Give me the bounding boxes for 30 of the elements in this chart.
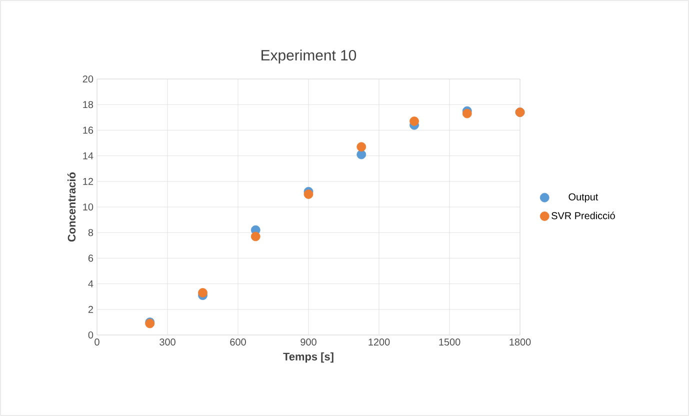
legend-label: SVR Predicció [552,212,615,220]
y-tick-label: 18 [83,101,94,108]
point [356,142,366,152]
x-tick-label: 1500 [439,338,460,346]
x-tick-label: 900 [300,338,316,346]
point [410,116,419,126]
point [304,190,314,199]
point [198,288,208,298]
x-tick-label: 0 [94,338,100,346]
legend-label: Output [568,193,598,202]
y-tick-label: 0 [88,331,94,339]
y-tick-label: 16 [83,126,94,134]
y-tick-label: 14 [83,152,94,160]
x-tick-label: 1200 [368,338,390,346]
x-tick-label: 1800 [510,338,531,346]
x-tick-label: 600 [230,338,246,346]
x-tick-label: 300 [160,338,176,346]
y-tick-label: 2 [88,306,93,313]
point [356,150,366,160]
y-tick-label: 12 [83,178,93,185]
x-axis-title: Temps [s] [283,352,334,363]
point [462,108,472,118]
y-tick-label: 20 [82,75,94,83]
y-tick-label: 6 [88,254,94,262]
y-tick-label: 4 [88,280,94,288]
point [250,232,260,242]
y-tick-label: 8 [88,229,94,236]
y-tick-label: 10 [83,203,94,211]
chart-title: Experiment 10 [262,50,356,64]
y-axis-title: Concentració [67,172,76,242]
